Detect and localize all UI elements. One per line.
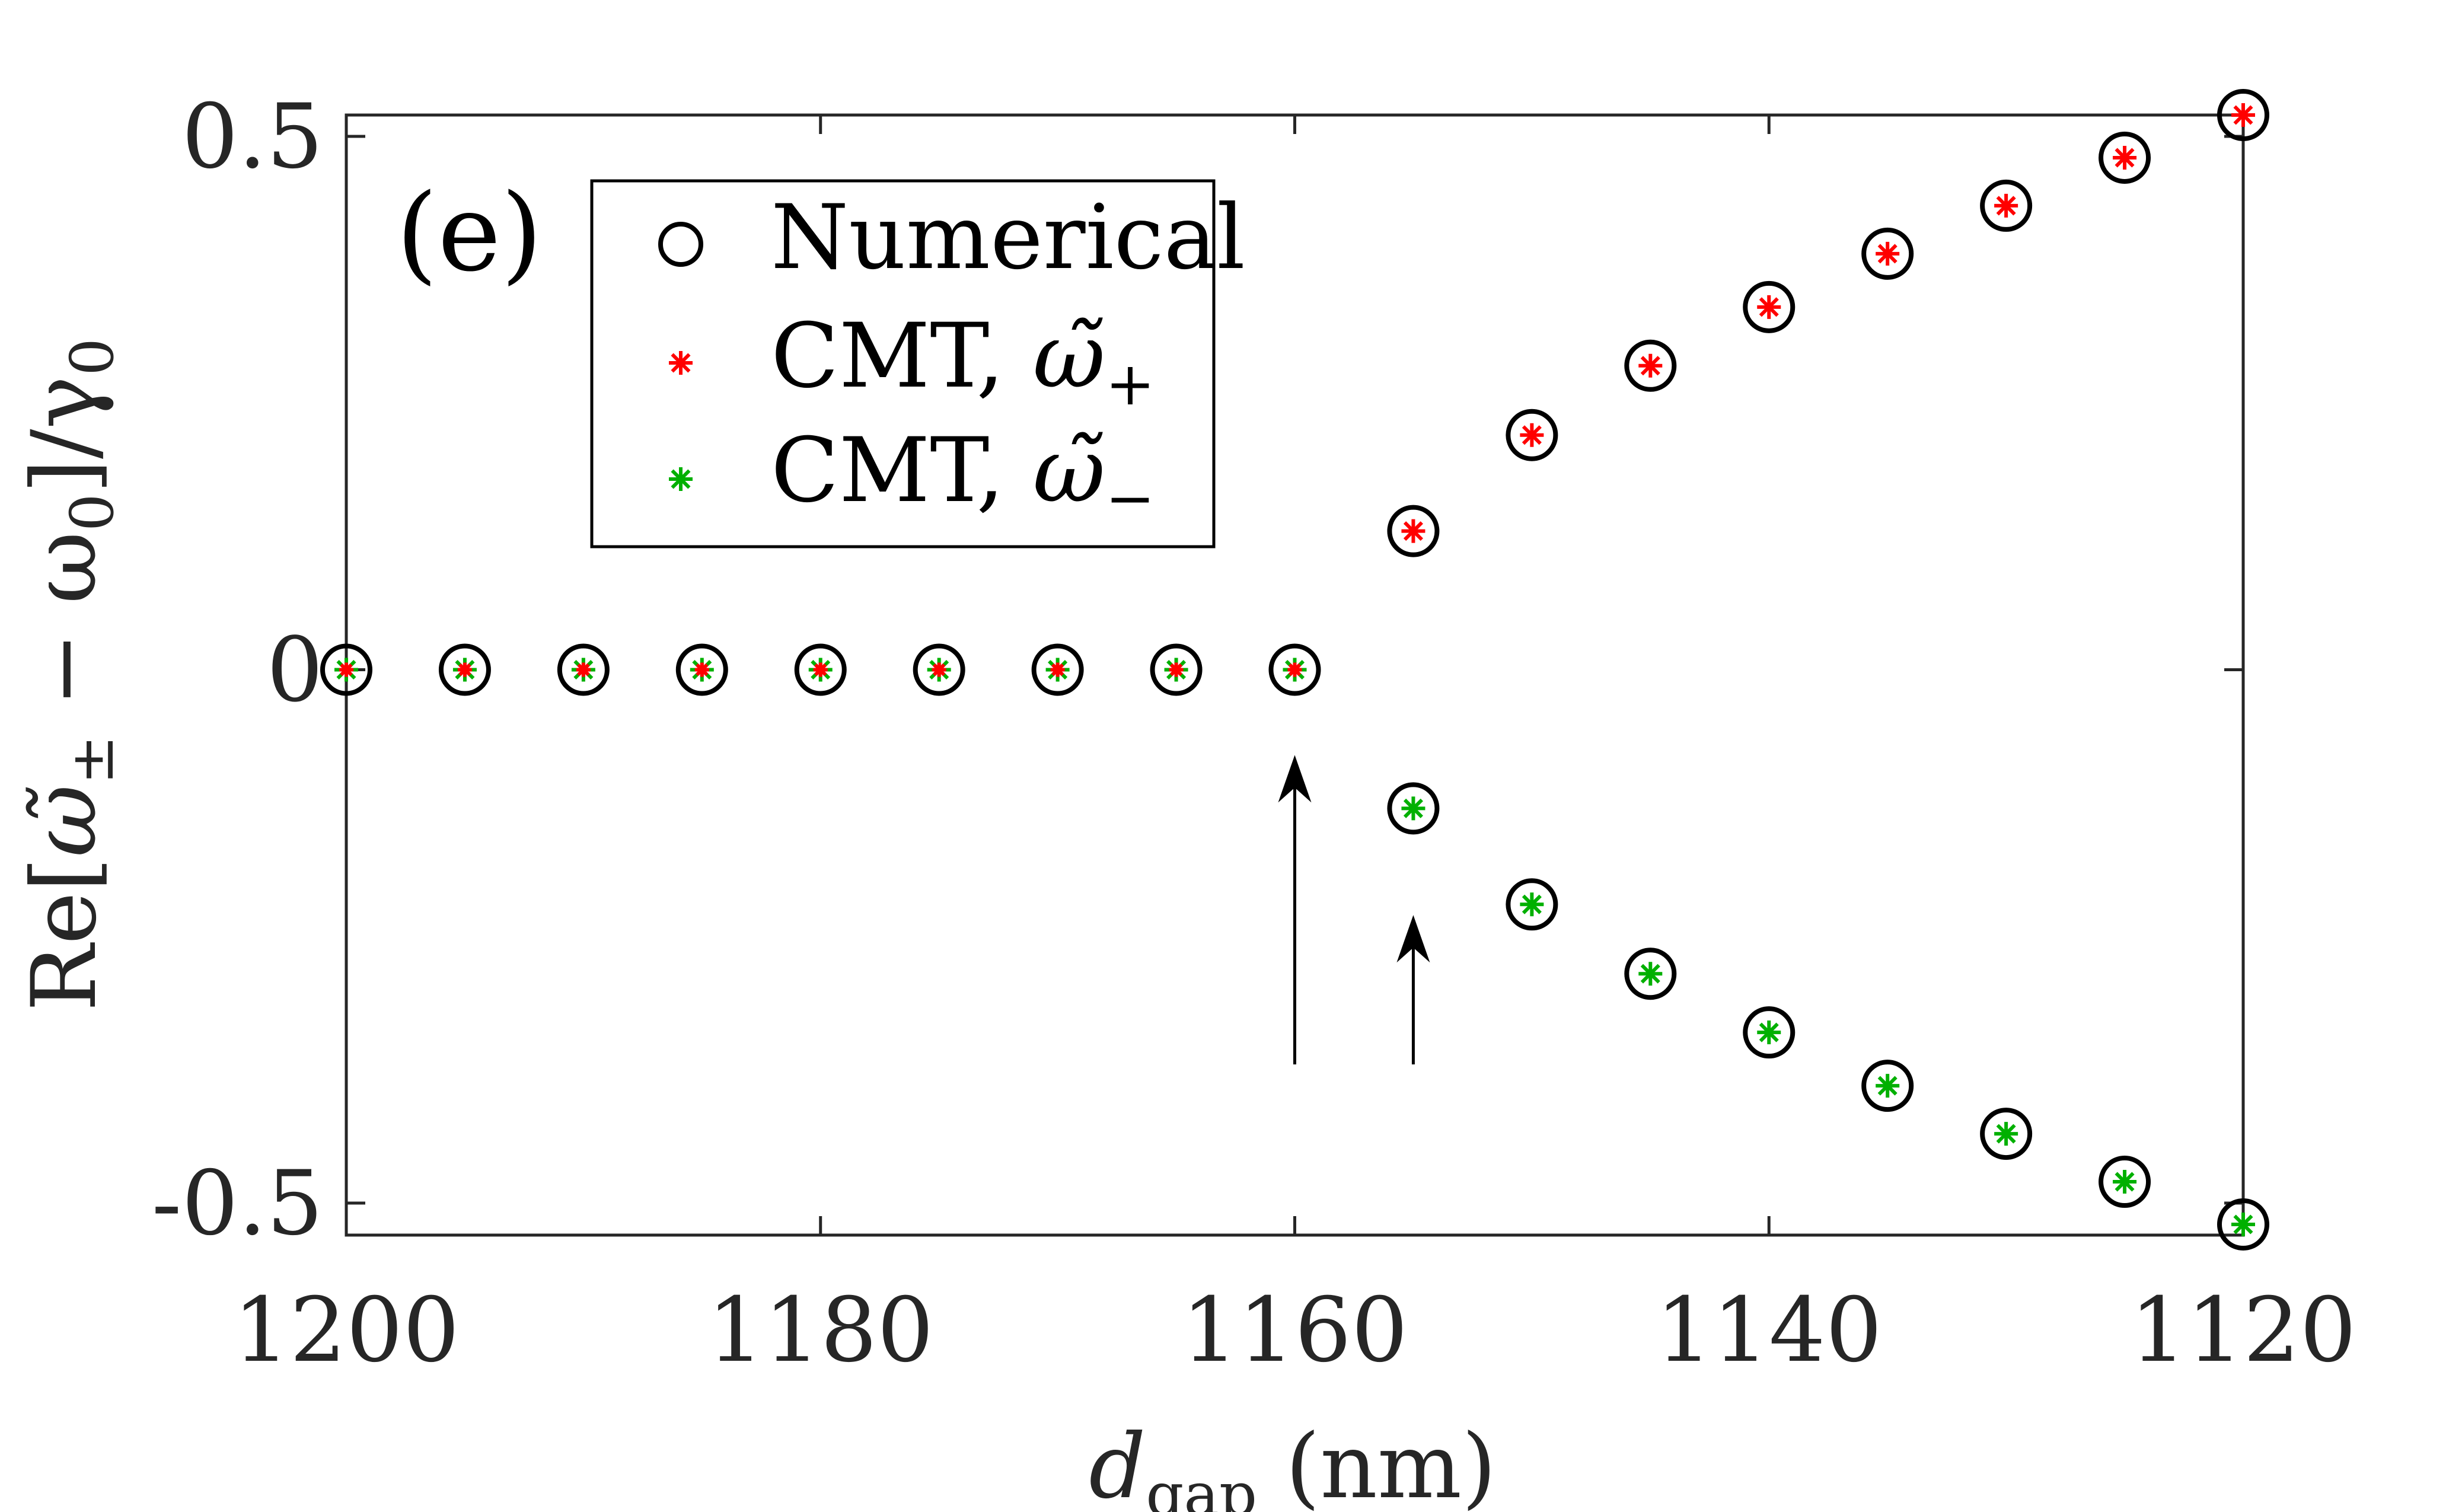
numerical-point [438,643,491,696]
x-axis-label: dgap (nm) [1089,1415,1496,1512]
cmt-plus-point [694,662,709,677]
cmt-plus-point [2113,145,2137,170]
numerical-point [794,643,847,696]
numerical-point [1980,179,2033,232]
numerical-point [1861,227,1914,280]
legend-circle-icon [658,222,703,267]
numerical-point [1624,339,1677,392]
numerical-point [1150,643,1203,696]
cmt-plus-point [932,662,946,677]
numerical-point [1980,1108,2033,1160]
cmt-minus-point [2231,1213,2255,1237]
numerical-point [2217,1198,2269,1251]
cmt-plus-point [1994,193,2018,218]
legend-asterisk-plus-icon [669,351,693,375]
legend-box [590,179,1216,548]
cmt-plus-point [457,662,472,677]
legend-cmt-minus: CMT, ω̃− [771,419,1155,533]
numerical-point [320,643,372,696]
numerical-point [1624,948,1677,1000]
x-tick-label: 1120 [2130,1279,2356,1382]
cmt-plus-point [1757,295,1781,319]
numerical-point [2099,1156,2151,1208]
x-tick-label: 1200 [233,1279,460,1382]
numerical-point [557,643,610,696]
numerical-point [1506,409,1558,461]
numerical-point [1031,643,1084,696]
numerical-point [1268,643,1321,696]
numerical-point [1387,505,1440,557]
cmt-minus-point [2113,1170,2137,1194]
cmt-plus-point [1520,423,1544,447]
legend-numerical: Numerical [771,186,1245,289]
panel-label: (e) [396,171,543,295]
x-tick-label: 1140 [1656,1279,1882,1382]
numerical-point [913,643,965,696]
cmt-minus-point [1757,1020,1781,1045]
cmt-plus-point [1638,353,1663,378]
cmt-plus-point [1050,662,1065,677]
markers [320,89,2269,1251]
tick-labels: 1200 1180 1160 1140 1120 -0.5 0 0.5 [152,85,2356,1382]
cmt-plus-point [1287,662,1302,677]
cmt-plus-point [339,662,353,677]
cmt-minus-point [1876,1074,1900,1098]
arrow-head [1396,915,1430,963]
cmt-plus-point [2231,103,2255,127]
cmt-minus-point [1520,892,1544,917]
legend-asterisk-minus-icon [669,467,693,491]
numerical-point [1861,1060,1914,1112]
x-tick-label: 1160 [1182,1279,1408,1382]
numerical-point [2099,131,2151,184]
numerical-point [1743,280,1796,333]
y-tick-label: 0.5 [181,85,323,189]
y-tick-label: -0.5 [152,1152,323,1255]
cmt-plus-point [1169,662,1184,677]
y-tick-label: 0 [267,619,323,722]
cmt-plus-point [813,662,828,677]
cmt-minus-point [1994,1122,2018,1146]
numerical-point [1506,878,1558,931]
x-tick-label: 1180 [707,1279,934,1382]
numerical-point [1743,1006,1796,1059]
cmt-minus-point [1401,796,1425,821]
cmt-plus-point [576,662,591,677]
numerical-point [1387,782,1440,835]
legend: Numerical CMT, ω̃+ CMT, ω̃− [590,179,1245,548]
numerical-point [2217,89,2269,141]
numerical-point [675,643,728,696]
cmt-plus-point [1401,519,1425,543]
y-axis-label: Re[ω̃± − ω0]/γ0 [13,338,127,1012]
legend-markers [658,222,703,491]
legend-cmt-plus: CMT, ω̃+ [771,305,1155,419]
arrow-head [1278,755,1312,803]
cmt-plus-point [1876,241,1900,266]
cmt-minus-point [1638,962,1663,986]
arrows [1278,755,1430,1065]
